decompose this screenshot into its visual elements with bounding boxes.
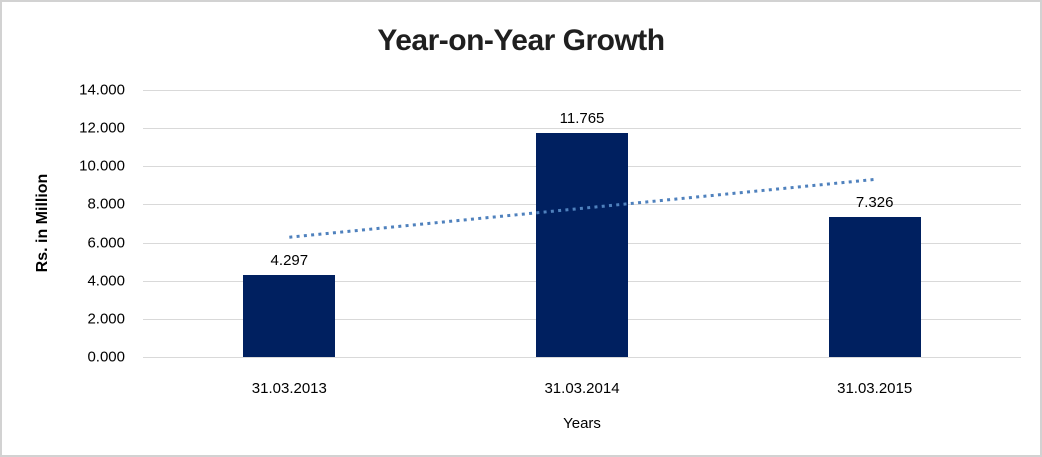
y-tick-label: 2.000 [87, 310, 125, 328]
bar-31.03.2013[interactable] [243, 275, 336, 357]
x-tick-label: 31.03.2013 [251, 380, 327, 397]
y-tick-label: 4.000 [87, 272, 125, 290]
y-tick-label: 10.000 [79, 157, 125, 175]
bar-31.03.2015[interactable] [828, 217, 921, 357]
bar-31.03.2014[interactable] [536, 132, 628, 357]
trendline[interactable] [289, 177, 875, 239]
trendline-layer [289, 177, 875, 239]
gridline [143, 357, 1021, 358]
plot-area: 4.297 11.765 7.326 [143, 90, 1021, 358]
y-axis-title: Rs. in Million [34, 173, 51, 273]
x-tick-label: 31.03.2015 [837, 380, 913, 397]
x-tick-label: 31.03.2014 [544, 380, 620, 397]
y-tick-label: 0.000 [87, 348, 125, 366]
data-label: 7.326 [855, 194, 894, 212]
data-label: 11.765 [559, 109, 605, 127]
y-tick-label: 8.000 [87, 195, 125, 213]
gridline [143, 90, 1021, 91]
data-label: 4.297 [270, 252, 309, 270]
chart-title: Year-on-Year Growth [377, 24, 665, 57]
x-axis-title: Years [563, 415, 601, 432]
y-tick-label: 12.000 [79, 119, 125, 137]
y-tick-label: 14.000 [79, 81, 125, 99]
y-tick-label: 6.000 [87, 234, 125, 252]
gridline [143, 128, 1021, 130]
